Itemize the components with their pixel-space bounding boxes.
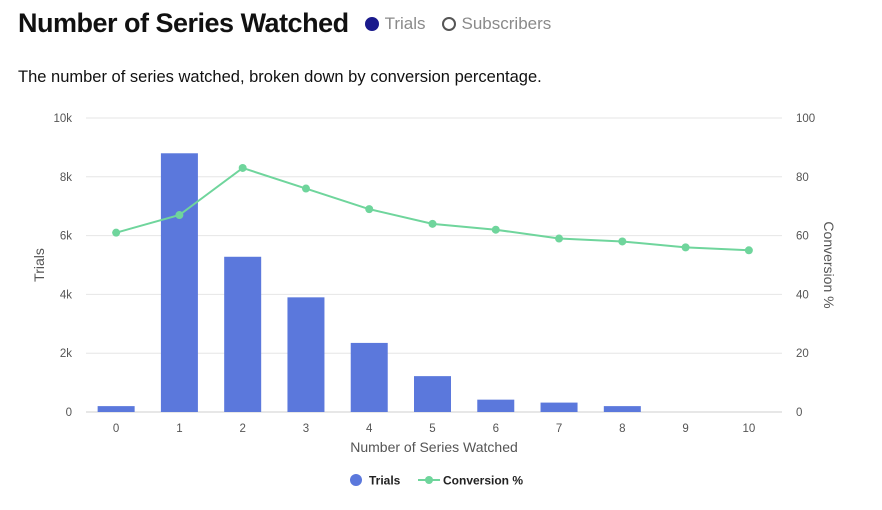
- y2-tick-label: 60: [796, 231, 809, 243]
- line-point[interactable]: [428, 219, 437, 228]
- conversion-line: [115, 166, 749, 252]
- line-point[interactable]: [744, 246, 753, 255]
- chart-header: Number of Series Watched Trials Subscrib…: [18, 8, 551, 39]
- toggle-trials-label: Trials: [384, 13, 426, 33]
- y2-tick-label: 40: [796, 289, 809, 301]
- x-tick-label: 5: [429, 423, 435, 435]
- line-point[interactable]: [618, 237, 627, 246]
- x-tick-label: 6: [493, 423, 499, 435]
- legend-conversion-label[interactable]: Conversion %: [443, 474, 523, 488]
- toggle-trials[interactable]: Trials: [364, 13, 426, 34]
- line-point[interactable]: [491, 225, 500, 234]
- y-tick-label: 2k: [60, 348, 72, 360]
- bar[interactable]: [540, 402, 578, 412]
- y2-tick-label: 80: [796, 172, 809, 184]
- line-point[interactable]: [681, 243, 690, 252]
- x-tick-label: 2: [239, 423, 245, 435]
- y-tick-label: 0: [66, 407, 72, 419]
- bar[interactable]: [224, 256, 262, 412]
- x-tick-label: 4: [366, 423, 373, 435]
- x-tick-label: 1: [176, 423, 182, 435]
- x-tick-label: 10: [742, 423, 755, 435]
- bar[interactable]: [350, 342, 388, 412]
- y-tick-label: 8k: [60, 172, 72, 184]
- y2-tick-label: 0: [796, 407, 802, 419]
- bar[interactable]: [603, 406, 641, 412]
- radio-unselected-icon[interactable]: [441, 16, 456, 31]
- line-point[interactable]: [238, 163, 247, 172]
- y2-tick-label: 100: [796, 113, 815, 125]
- y2-axis-title: Conversion %: [821, 221, 837, 308]
- x-tick-label: 7: [556, 423, 562, 435]
- y-tick-label: 6k: [60, 231, 72, 243]
- y-axis-title: Trials: [31, 248, 47, 282]
- y-tick-label: 4k: [60, 289, 72, 301]
- page-title: Number of Series Watched: [18, 8, 349, 38]
- bar[interactable]: [160, 153, 198, 412]
- x-tick-label: 0: [113, 423, 119, 435]
- x-tick-label: 3: [303, 423, 309, 435]
- y-tick-label: 10k: [53, 113, 72, 125]
- legend-conversion-dot-icon: [425, 476, 433, 484]
- line-point[interactable]: [175, 211, 184, 220]
- toggle-subscribers-label: Subscribers: [461, 13, 552, 33]
- bar[interactable]: [97, 406, 135, 412]
- chart-subtitle: The number of series watched, broken dow…: [18, 68, 542, 86]
- bar[interactable]: [477, 399, 515, 412]
- line-point[interactable]: [365, 205, 374, 214]
- bar[interactable]: [287, 297, 325, 412]
- legend-trials-icon: [350, 474, 362, 486]
- line-point[interactable]: [301, 184, 310, 193]
- x-tick-label: 9: [682, 423, 688, 435]
- bar[interactable]: [414, 376, 451, 412]
- legend-trials-label[interactable]: Trials: [369, 474, 401, 488]
- line-point[interactable]: [112, 228, 121, 237]
- radio-selected-icon[interactable]: [364, 16, 379, 31]
- x-tick-label: 8: [619, 423, 625, 435]
- line-point[interactable]: [555, 234, 564, 243]
- toggle-subscribers[interactable]: Subscribers: [441, 13, 552, 34]
- y2-tick-label: 20: [796, 348, 809, 360]
- x-axis-title: Number of Series Watched: [350, 439, 518, 455]
